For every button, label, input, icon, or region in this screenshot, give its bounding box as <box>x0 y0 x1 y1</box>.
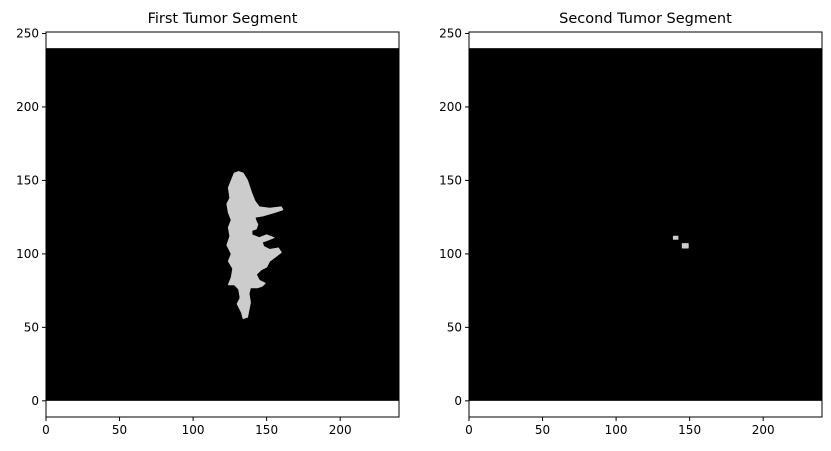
tumor-mask-region <box>226 171 284 319</box>
y-tick-label: 50 <box>24 320 39 334</box>
panel-title: Second Tumor Segment <box>559 11 732 27</box>
y-tick-label: 200 <box>439 100 462 114</box>
y-tick-label: 250 <box>16 26 39 40</box>
axes-frame <box>45 31 400 418</box>
tumor-mask-region <box>681 243 689 249</box>
tumor-mask-region <box>672 235 679 240</box>
y-tick-label: 50 <box>447 320 462 334</box>
x-tick-label: 0 <box>465 423 473 437</box>
x-tick-label: 200 <box>329 423 352 437</box>
x-tick-label: 50 <box>112 423 127 437</box>
x-tick-label: 200 <box>752 423 775 437</box>
x-tick-label: 150 <box>678 423 701 437</box>
y-tick-label: 250 <box>439 26 462 40</box>
y-tick-label: 100 <box>16 247 39 261</box>
x-tick-label: 0 <box>42 423 50 437</box>
y-tick-label: 150 <box>439 173 462 187</box>
x-tick-label: 100 <box>182 423 205 437</box>
panel-first-tumor-segment: 0 50 100 150 200 0 50 100 150 200 250 First Tumor S… <box>16 11 400 437</box>
y-tick-label: 100 <box>439 247 462 261</box>
y-tick-label: 200 <box>16 100 39 114</box>
x-tick-label: 150 <box>255 423 278 437</box>
y-tick-label: 150 <box>16 173 39 187</box>
image-background <box>469 48 822 401</box>
axes-frame <box>468 31 823 418</box>
image-background <box>46 48 399 401</box>
x-tick-label: 100 <box>605 423 628 437</box>
panel-second-tumor-segment: 0 50 100 150 200 0 50 100 150 200 250 Second Tumor … <box>439 11 823 437</box>
x-tick-label: 50 <box>535 423 550 437</box>
y-tick-label: 0 <box>454 394 462 408</box>
panel-title: First Tumor Segment <box>148 11 298 27</box>
y-tick-label: 0 <box>31 394 39 408</box>
